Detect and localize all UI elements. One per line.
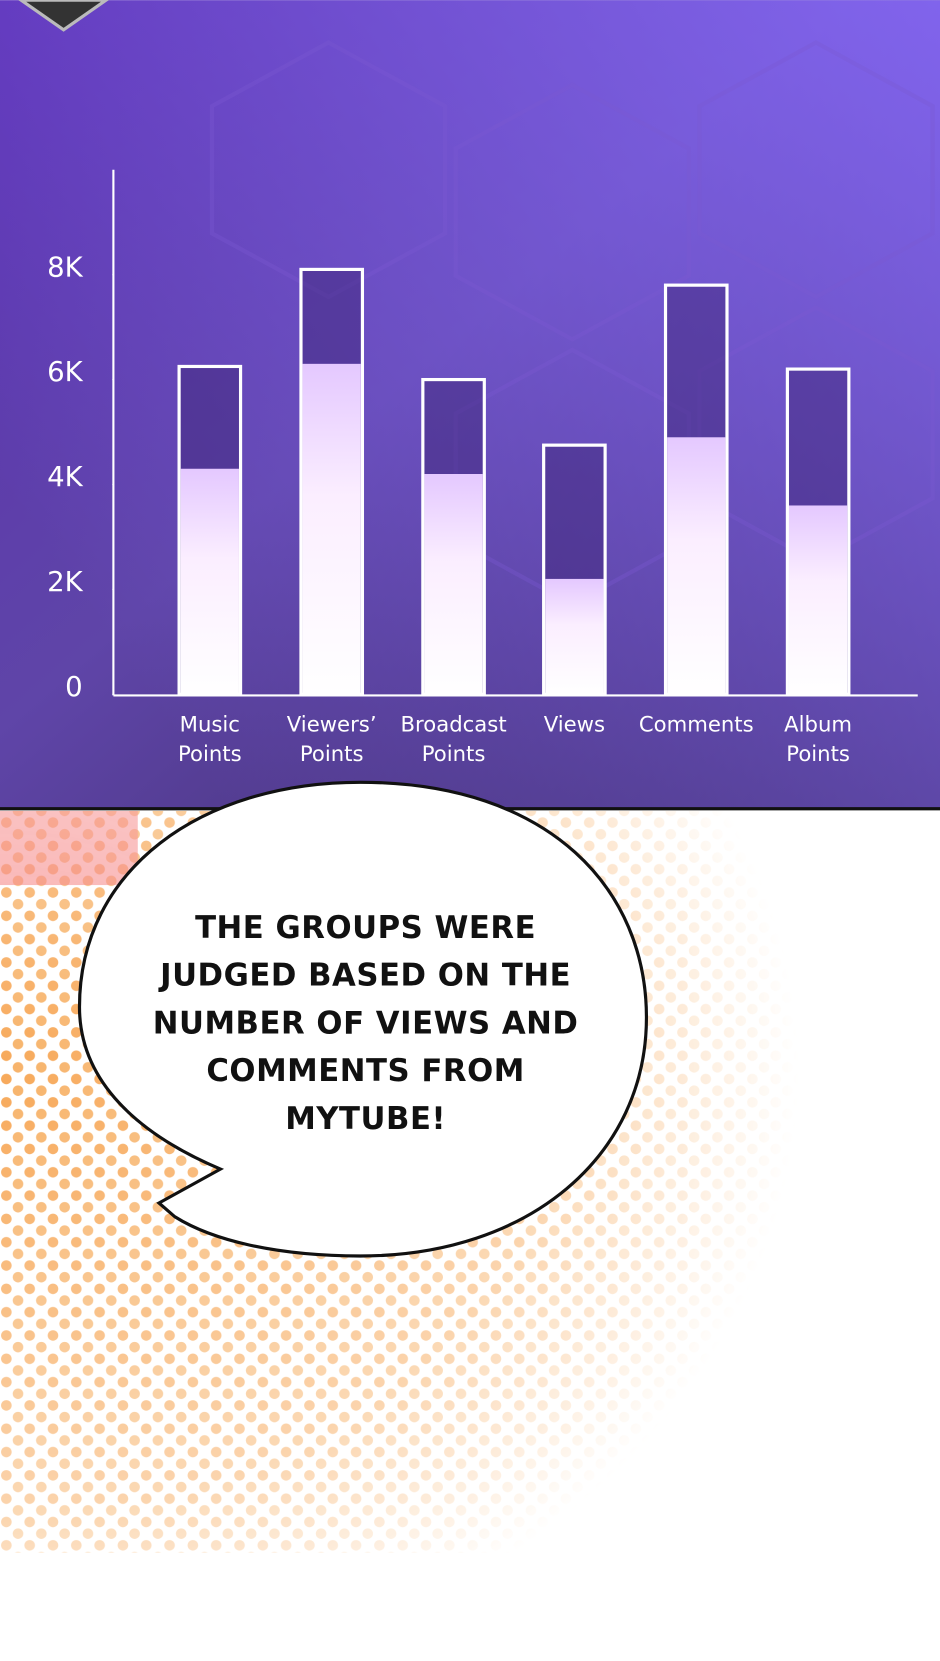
x-tick-label: Music Points [178, 711, 242, 766]
y-tick-label: 6K [47, 356, 84, 388]
bar-fill [302, 363, 361, 695]
x-tick-label: Album Points [784, 711, 852, 766]
speech-bubble [77, 780, 649, 1258]
bubble-text-group: THE GROUPS WERE JUDGED BASED ON THE NUMBER… [153, 910, 579, 1137]
y-tick-label: 2K [47, 566, 84, 598]
bar-fill [545, 578, 604, 695]
bar-fill [424, 473, 483, 695]
x-tick-label: Broadcast Points [400, 711, 506, 766]
x-tick-label: Views [544, 711, 605, 736]
bubble-text: MYTUBE! [285, 1101, 446, 1137]
y-tick-label: 4K [47, 461, 84, 493]
badge [18, 0, 110, 32]
bubble-text: JUDGED BASED ON THE [158, 958, 571, 994]
bar-fill [788, 505, 848, 695]
bubble-text: NUMBER OF VIEWS AND [153, 1005, 579, 1041]
x-tick-label: Comments [639, 711, 754, 736]
y-tick-label: 8K [47, 251, 84, 283]
x-tick-label: Viewers’ Points [287, 711, 377, 766]
y-tick-label: 0 [65, 671, 83, 703]
bar-fill [180, 468, 239, 695]
bubble-text: THE GROUPS WERE [195, 910, 536, 946]
bar-fill [667, 437, 726, 695]
chart: 0 2K 4K 6K 8K Music Points Viewers’ Points Broadc… [47, 169, 918, 766]
bubble-text: COMMENTS FROM [206, 1053, 524, 1089]
